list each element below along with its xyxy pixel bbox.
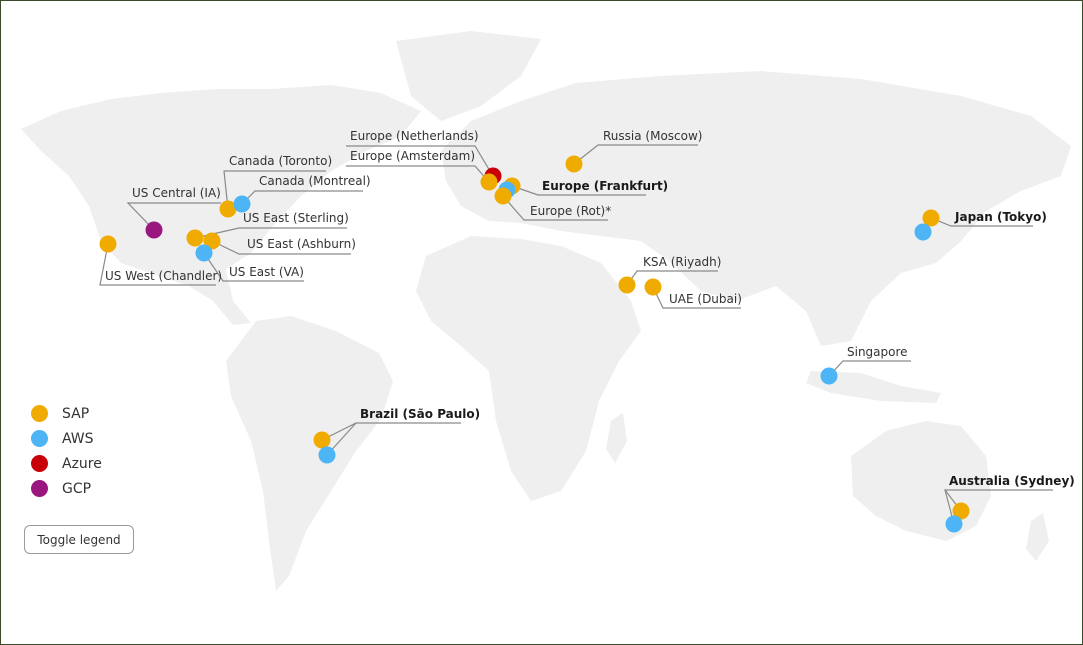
legend-item-sap: SAP	[31, 401, 181, 426]
location-label-europe-frankfurt: Europe (Frankfurt)	[542, 179, 668, 193]
leader-line-russia-moscow	[573, 144, 698, 165]
marker-aws-australia-sydney[interactable]	[945, 515, 963, 533]
leader-line-canada-toronto	[223, 170, 326, 210]
location-label-canada-montreal: Canada (Montreal)	[259, 174, 371, 188]
marker-sap-russia-moscow[interactable]	[565, 155, 583, 173]
land-new-zealand	[1026, 513, 1049, 561]
marker-sap-canada-toronto[interactable]	[219, 200, 237, 218]
location-label-us-central-ia: US Central (IA)	[132, 186, 221, 200]
location-label-us-east-va: US East (VA)	[229, 265, 304, 279]
marker-sap-us-east-ashburn[interactable]	[203, 232, 221, 250]
location-label-us-east-ashburn: US East (Ashburn)	[247, 237, 356, 251]
location-label-russia-moscow: Russia (Moscow)	[603, 129, 702, 143]
marker-sap-europe-amsterdam[interactable]	[480, 173, 498, 191]
marker-sap-brazil-sao-paulo[interactable]	[313, 431, 331, 449]
land-uk	[459, 141, 477, 177]
land-greenland	[396, 31, 541, 121]
location-label-canada-toronto: Canada (Toronto)	[229, 154, 332, 168]
location-label-ksa-riyadh: KSA (Riyadh)	[643, 255, 721, 269]
location-label-europe-amsterdam: Europe (Amsterdam)	[350, 149, 475, 163]
legend-label-aws: AWS	[62, 430, 94, 447]
marker-aws-canada-montreal[interactable]	[233, 195, 251, 213]
azure-dot-icon	[31, 455, 48, 472]
leader-line-us-east-ashburn	[211, 240, 351, 255]
location-label-us-west-chandler: US West (Chandler)	[105, 269, 222, 283]
marker-sap-australia-sydney[interactable]	[952, 502, 970, 520]
aws-dot-icon	[31, 430, 48, 447]
marker-sap-us-east-sterling[interactable]	[186, 229, 204, 247]
land-africa	[416, 236, 641, 501]
legend-label-gcp: GCP	[62, 480, 92, 497]
land-madagascar	[606, 413, 627, 463]
legend-label-azure: Azure	[62, 455, 102, 472]
marker-sap-ksa-riyadh[interactable]	[618, 276, 636, 294]
marker-sap-uae-dubai[interactable]	[644, 278, 662, 296]
location-label-us-east-sterling: US East (Sterling)	[243, 211, 349, 225]
legend-item-gcp: GCP	[31, 476, 181, 501]
location-labels: US West (Chandler) US Central (IA) Canada …	[105, 129, 1075, 488]
sap-dot-icon	[31, 405, 48, 422]
leader-line-us-central-ia	[126, 202, 221, 231]
location-label-japan-tokyo: Japan (Tokyo)	[954, 210, 1047, 224]
marker-gcp-us-central-ia[interactable]	[145, 221, 163, 239]
marker-aws-brazil-sao-paulo[interactable]	[318, 446, 336, 464]
location-label-europe-rot: Europe (Rot)*	[530, 204, 611, 218]
leader-line-us-east-va	[203, 252, 304, 282]
land-eurasia	[441, 71, 1071, 346]
land-indonesia	[806, 371, 941, 403]
marker-aws-singapore[interactable]	[820, 367, 838, 385]
legend-item-aws: AWS	[31, 426, 181, 451]
leader-line-europe-rot	[502, 195, 608, 221]
marker-sap-japan-tokyo[interactable]	[922, 209, 940, 227]
marker-aws-japan-tokyo[interactable]	[914, 223, 932, 241]
location-label-europe-netherlands: Europe (Netherlands)	[350, 129, 479, 143]
location-label-singapore: Singapore	[847, 345, 908, 359]
leader-line-europe-frankfurt	[511, 185, 646, 196]
land-south-america	[226, 316, 393, 591]
gcp-dot-icon	[31, 480, 48, 497]
marker-aws-us-east-va[interactable]	[195, 244, 213, 262]
leader-line-us-west-chandler	[99, 243, 216, 286]
toggle-legend-button[interactable]: Toggle legend	[24, 525, 134, 554]
marker-sap-us-west-chandler[interactable]	[99, 235, 117, 253]
legend-item-azure: Azure	[31, 451, 181, 476]
location-label-australia-sydney: Australia (Sydney)	[949, 474, 1075, 488]
leader-line-europe-netherlands	[346, 145, 494, 177]
location-label-uae-dubai: UAE (Dubai)	[669, 292, 742, 306]
location-markers	[99, 155, 970, 533]
marker-sap-europe-rot[interactable]	[494, 187, 512, 205]
location-label-brazil-sao-paulo: Brazil (São Paulo)	[360, 407, 480, 421]
land-masses	[21, 31, 1071, 591]
legend-label-sap: SAP	[62, 405, 90, 422]
legend: SAP AWS Azure GCP	[31, 401, 181, 501]
